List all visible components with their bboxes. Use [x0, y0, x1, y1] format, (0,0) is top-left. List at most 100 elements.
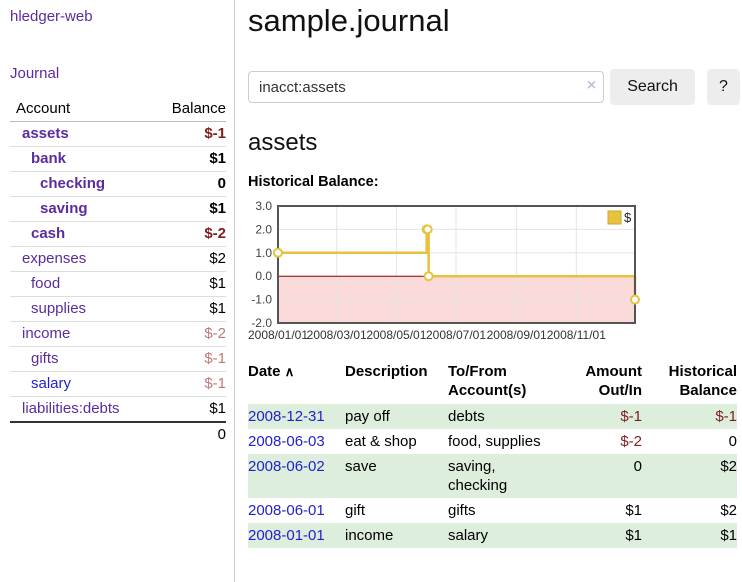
transaction-description: eat & shop	[345, 433, 417, 450]
transaction-row: 2008-06-01 gift gifts $1 $2	[248, 498, 737, 523]
account-link[interactable]: expenses	[22, 250, 87, 267]
accounts-total-row: 0	[10, 421, 226, 447]
account-balance: $1	[149, 396, 226, 422]
account-link[interactable]: liabilities:debts	[22, 400, 120, 417]
account-balance: $2	[149, 246, 226, 272]
brand-link[interactable]: hledger-web	[10, 8, 93, 25]
transaction-accounts: gifts	[448, 502, 476, 519]
account-balance: $-1	[149, 346, 226, 372]
register-col-date[interactable]: Date ∧	[248, 363, 295, 380]
account-row: saving $1	[10, 196, 226, 222]
account-balance: $-2	[149, 321, 226, 347]
transaction-balance: $2	[720, 502, 737, 519]
account-row: supplies $1	[10, 296, 226, 322]
account-link[interactable]: assets	[22, 125, 69, 142]
svg-text:$: $	[624, 210, 632, 225]
search-bar: × Search ?	[248, 69, 740, 105]
svg-text:2008/01/01: 2008/01/01	[248, 328, 308, 342]
help-button[interactable]: ?	[706, 69, 740, 105]
transaction-accounts: food, supplies	[448, 433, 541, 450]
transaction-description: save	[345, 458, 377, 475]
transaction-amount: $1	[625, 502, 642, 519]
account-link[interactable]: supplies	[31, 300, 87, 317]
account-balance: $1	[149, 146, 226, 172]
account-row: salary $-1	[10, 371, 226, 397]
account-link[interactable]: salary	[31, 375, 72, 392]
account-row: checking 0	[10, 171, 226, 197]
register-table: Date ∧ Description To/From Account(s) Am…	[248, 362, 737, 548]
transaction-accounts: saving, checking	[448, 458, 508, 494]
accounts-total-balance: 0	[149, 421, 226, 447]
main-content: sample.journal × Search ? assets Histori…	[248, 0, 740, 548]
transaction-row: 2008-06-02 save saving, checking 0 $2	[248, 454, 737, 498]
transaction-date-link[interactable]: 2008-06-02	[248, 458, 325, 475]
historical-balance-chart: $3.0 2.0 1.0 0.0 -1.0 -2.0 2008/01/01 2008/03/0…	[248, 199, 640, 344]
transaction-row: 2008-01-01 income salary $1 $1	[248, 523, 737, 548]
accounts-col-account: Account	[10, 97, 150, 122]
transaction-accounts: debts	[448, 408, 485, 425]
svg-text:1.0: 1.0	[255, 246, 272, 260]
account-row: bank $1	[10, 146, 226, 172]
accounts-col-balance: Balance	[149, 97, 226, 122]
transaction-balance: $1	[720, 527, 737, 544]
transaction-date-link[interactable]: 2008-01-01	[248, 527, 325, 544]
account-balance: $-2	[149, 221, 226, 247]
svg-text:3.0: 3.0	[255, 199, 272, 213]
register-col-description: Description	[345, 363, 428, 380]
sort-asc-icon: ∧	[284, 364, 295, 379]
svg-text:2008/07/01: 2008/07/01	[426, 328, 486, 342]
transaction-date-link[interactable]: 2008-12-31	[248, 408, 325, 425]
svg-text:2.0: 2.0	[255, 222, 272, 236]
account-row: assets $-1	[10, 122, 226, 147]
sidebar-item-journal[interactable]: Journal	[10, 65, 60, 82]
transaction-description: gift	[345, 502, 366, 519]
chart-heading: Historical Balance:	[248, 174, 379, 190]
register-col-balance: Historical Balance	[668, 363, 737, 399]
transaction-amount: $-1	[620, 408, 642, 425]
account-row: income $-2	[10, 321, 226, 347]
transaction-amount: $-2	[620, 433, 642, 450]
svg-text:0.0: 0.0	[255, 269, 272, 283]
account-row: food $1	[10, 271, 226, 297]
register-col-accounts: To/From Account(s)	[448, 363, 527, 399]
account-balance: 0	[149, 171, 226, 197]
transaction-balance: $-1	[715, 408, 737, 425]
account-link[interactable]: gifts	[31, 350, 59, 367]
account-link[interactable]: income	[22, 325, 71, 342]
search-button[interactable]: Search	[610, 69, 695, 105]
transaction-amount: $1	[625, 527, 642, 544]
account-row: gifts $-1	[10, 346, 226, 372]
transaction-accounts: salary	[448, 527, 489, 544]
transaction-row: 2008-12-31 pay off debts $-1 $-1	[248, 404, 737, 429]
account-link[interactable]: food	[31, 275, 61, 292]
account-link[interactable]: bank	[31, 150, 67, 167]
account-balance: $1	[149, 271, 226, 297]
svg-text:-1.0: -1.0	[251, 293, 272, 307]
svg-text:2008/09/01: 2008/09/01	[487, 328, 547, 342]
transaction-description: income	[345, 527, 394, 544]
transaction-description: pay off	[345, 408, 390, 425]
transaction-balance: $2	[720, 458, 737, 475]
page-title: sample.journal	[248, 3, 450, 38]
clear-search-icon[interactable]: ×	[586, 77, 597, 94]
svg-text:-2.0: -2.0	[251, 316, 272, 330]
sidebar: hledger-web Journal Account Balance asse…	[0, 0, 235, 582]
account-row: cash $-2	[10, 221, 226, 247]
accounts-table: Account Balance assets $-1 bank $1 check…	[10, 97, 226, 447]
account-balance: $-1	[204, 125, 226, 142]
account-link[interactable]: saving	[40, 200, 88, 217]
account-heading: assets	[248, 129, 318, 156]
account-link[interactable]: cash	[31, 225, 66, 242]
transaction-date-link[interactable]: 2008-06-03	[248, 433, 325, 450]
transaction-date-link[interactable]: 2008-06-01	[248, 502, 325, 519]
account-row: expenses $2	[10, 246, 226, 272]
account-balance: $1	[149, 296, 226, 322]
transaction-balance: 0	[728, 433, 737, 450]
search-input[interactable]	[248, 71, 605, 103]
transaction-amount: 0	[633, 458, 642, 475]
account-row: liabilities:debts $1	[10, 396, 226, 422]
account-balance: $1	[149, 196, 226, 222]
transaction-row: 2008-06-03 eat & shop food, supplies $-2…	[248, 429, 737, 454]
chart-canvas: $3.0 2.0 1.0 0.0 -1.0 -2.02008/01/012008/03/0…	[248, 199, 640, 342]
account-link[interactable]: checking	[40, 175, 106, 192]
